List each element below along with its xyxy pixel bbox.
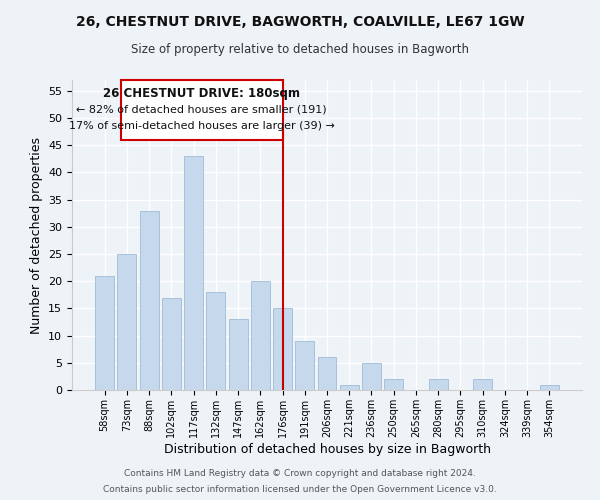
Bar — [206, 292, 225, 390]
Text: ← 82% of detached houses are smaller (191): ← 82% of detached houses are smaller (19… — [76, 104, 327, 115]
Text: 17% of semi-detached houses are larger (39) →: 17% of semi-detached houses are larger (… — [68, 121, 335, 131]
Bar — [540, 384, 559, 390]
Bar — [273, 308, 292, 390]
Y-axis label: Number of detached properties: Number of detached properties — [29, 136, 43, 334]
Bar — [295, 341, 314, 390]
Text: Size of property relative to detached houses in Bagworth: Size of property relative to detached ho… — [131, 42, 469, 56]
Text: 26, CHESTNUT DRIVE, BAGWORTH, COALVILLE, LE67 1GW: 26, CHESTNUT DRIVE, BAGWORTH, COALVILLE,… — [76, 15, 524, 29]
X-axis label: Distribution of detached houses by size in Bagworth: Distribution of detached houses by size … — [163, 442, 491, 456]
Text: 26 CHESTNUT DRIVE: 180sqm: 26 CHESTNUT DRIVE: 180sqm — [103, 86, 300, 100]
Text: Contains public sector information licensed under the Open Government Licence v3: Contains public sector information licen… — [103, 485, 497, 494]
Bar — [162, 298, 181, 390]
Text: Contains HM Land Registry data © Crown copyright and database right 2024.: Contains HM Land Registry data © Crown c… — [124, 468, 476, 477]
Bar — [340, 384, 359, 390]
Bar — [473, 379, 492, 390]
Bar — [118, 254, 136, 390]
Bar — [95, 276, 114, 390]
Bar — [362, 363, 381, 390]
Bar — [184, 156, 203, 390]
FancyBboxPatch shape — [121, 80, 283, 140]
Bar — [429, 379, 448, 390]
Bar — [317, 358, 337, 390]
Bar — [140, 210, 158, 390]
Bar — [251, 281, 270, 390]
Bar — [229, 320, 248, 390]
Bar — [384, 379, 403, 390]
